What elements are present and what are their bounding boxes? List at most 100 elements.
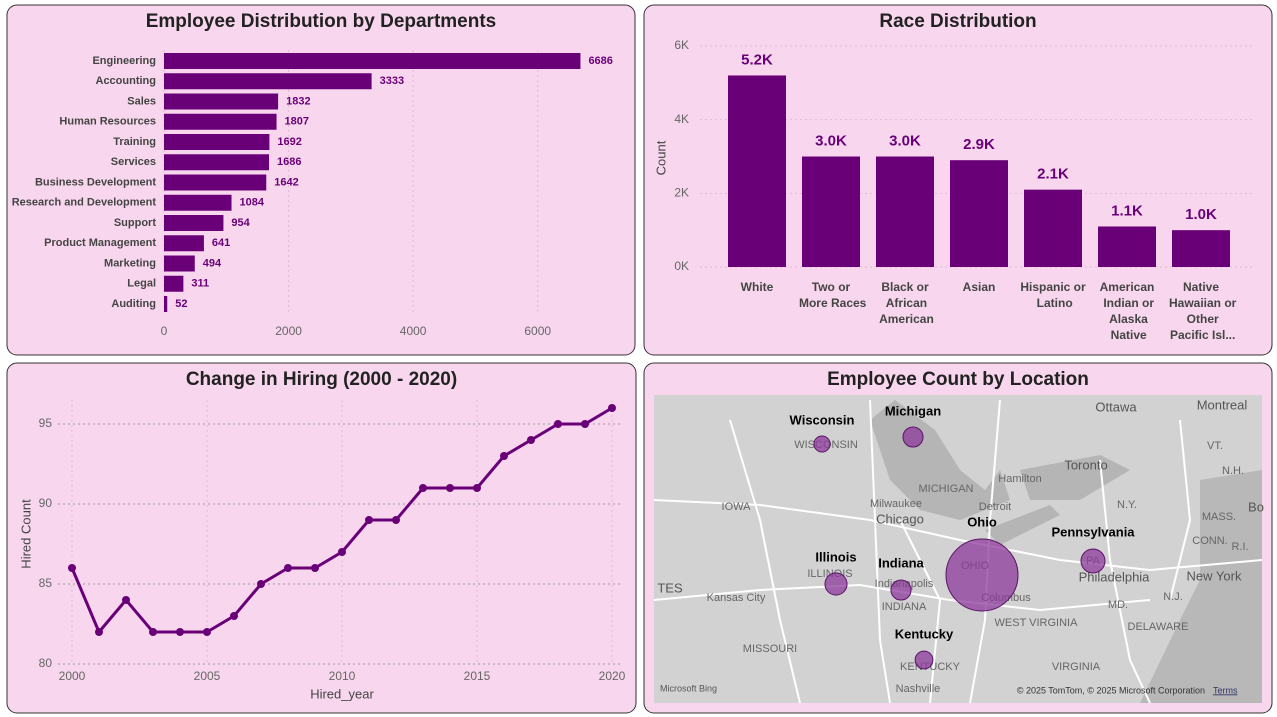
bar [164, 113, 277, 130]
bar [164, 174, 267, 191]
panel [6, 362, 637, 714]
y-axis-title: Hired Count [18, 499, 33, 569]
bubble [945, 538, 1019, 612]
value-label: 3.0K [815, 132, 847, 149]
bubble [890, 579, 912, 601]
value-label: 311 [191, 278, 209, 290]
map-label: VT. [1207, 440, 1223, 452]
category-label: Training [113, 136, 156, 148]
bar [164, 255, 195, 272]
map-label: Toronto [1064, 457, 1107, 472]
category-label: White [741, 280, 774, 294]
marker [473, 484, 481, 492]
map-label: INDIANA [882, 601, 927, 613]
value-label: 52 [175, 298, 187, 310]
marker [311, 564, 319, 572]
value-label: 1832 [286, 95, 310, 107]
marker [257, 580, 265, 588]
map-label: Kansas City [707, 592, 766, 604]
bubble [902, 426, 924, 448]
bar [164, 194, 232, 211]
bar [950, 160, 1008, 267]
category-label: Legal [127, 278, 156, 290]
value-label: 1692 [277, 136, 301, 148]
marker [122, 596, 130, 604]
x-tick-label: 0 [161, 324, 168, 338]
bubble [914, 650, 934, 670]
y-tick-label: 90 [39, 496, 53, 510]
bar [164, 73, 372, 90]
chart-title: Employee Distribution by Departments [146, 11, 497, 32]
marker [608, 404, 616, 412]
category-label: Auditing [111, 298, 156, 310]
x-axis-title: Hired_year [310, 686, 374, 701]
marker [500, 452, 508, 460]
marker [95, 628, 103, 636]
map-label: Hamilton [998, 473, 1041, 485]
bar [164, 93, 279, 110]
marker [365, 516, 373, 524]
bubble [1080, 548, 1106, 574]
category-label: Research and Development [12, 197, 157, 209]
marker [419, 484, 427, 492]
map-base [653, 395, 1263, 704]
map-label: TES [657, 580, 683, 595]
bar [1172, 230, 1230, 267]
map-label: WEST VIRGINIA [995, 617, 1079, 629]
chart-title: Change in Hiring (2000 - 2020) [186, 369, 457, 390]
x-tick-label: 4000 [400, 324, 427, 338]
y-tick-label: 2K [674, 186, 689, 200]
y-axis-title: Count [653, 140, 668, 175]
category-label: Native Hawaiian or Other Pacific Isl... [1166, 280, 1237, 342]
value-label: 641 [212, 237, 230, 249]
map-label: DELAWARE [1128, 621, 1189, 633]
value-label: 1686 [277, 156, 301, 168]
category-label: American Indian or Alaska Native [1100, 280, 1155, 342]
category-label: Asian [963, 280, 996, 294]
value-label: 494 [203, 257, 222, 269]
map-label: MD. [1108, 599, 1128, 611]
bar [164, 134, 270, 150]
x-tick-label: 2020 [599, 669, 626, 683]
marker [527, 436, 535, 444]
category-label: Two or More Races [796, 280, 867, 310]
map-label: CONN. [1192, 535, 1227, 547]
marker [203, 628, 211, 636]
category-label: Business Development [35, 176, 156, 188]
bar [876, 156, 934, 267]
y-tick-label: 0K [674, 259, 689, 273]
marker [149, 628, 157, 636]
map-label: New York [1187, 568, 1242, 583]
bubble [824, 572, 848, 596]
x-tick-label: 2015 [464, 669, 491, 683]
x-tick-label: 2000 [275, 324, 302, 338]
category-label: Product Management [44, 237, 156, 249]
value-label: 2.9K [963, 136, 995, 153]
value-label: 3333 [380, 75, 404, 87]
bar [164, 215, 224, 231]
bar [164, 53, 581, 69]
x-tick-label: 2005 [194, 669, 221, 683]
x-tick-label: 6000 [524, 324, 551, 338]
map-label: IOWA [722, 501, 752, 513]
map-label: Nashville [896, 683, 941, 695]
bar [164, 154, 270, 171]
marker [338, 548, 346, 556]
map-label: Chicago [876, 511, 924, 526]
terms-link[interactable]: Terms [1213, 685, 1238, 695]
bar [1098, 226, 1156, 267]
chart-title: Race Distribution [879, 11, 1036, 32]
bar [802, 156, 860, 267]
map-label: MASS. [1202, 511, 1236, 523]
map-label: N.J. [1163, 591, 1183, 603]
value-label: 954 [231, 217, 250, 229]
value-label: 1807 [285, 116, 309, 128]
state-label: Michigan [885, 403, 941, 418]
map-label: Milwaukee [870, 498, 922, 510]
category-label: Black or African American [876, 280, 934, 326]
x-tick-label: 2000 [59, 669, 86, 683]
category-label: Accounting [96, 75, 157, 87]
map-label: Detroit [979, 501, 1011, 513]
category-label: Hispanic or Latino [1020, 280, 1086, 310]
